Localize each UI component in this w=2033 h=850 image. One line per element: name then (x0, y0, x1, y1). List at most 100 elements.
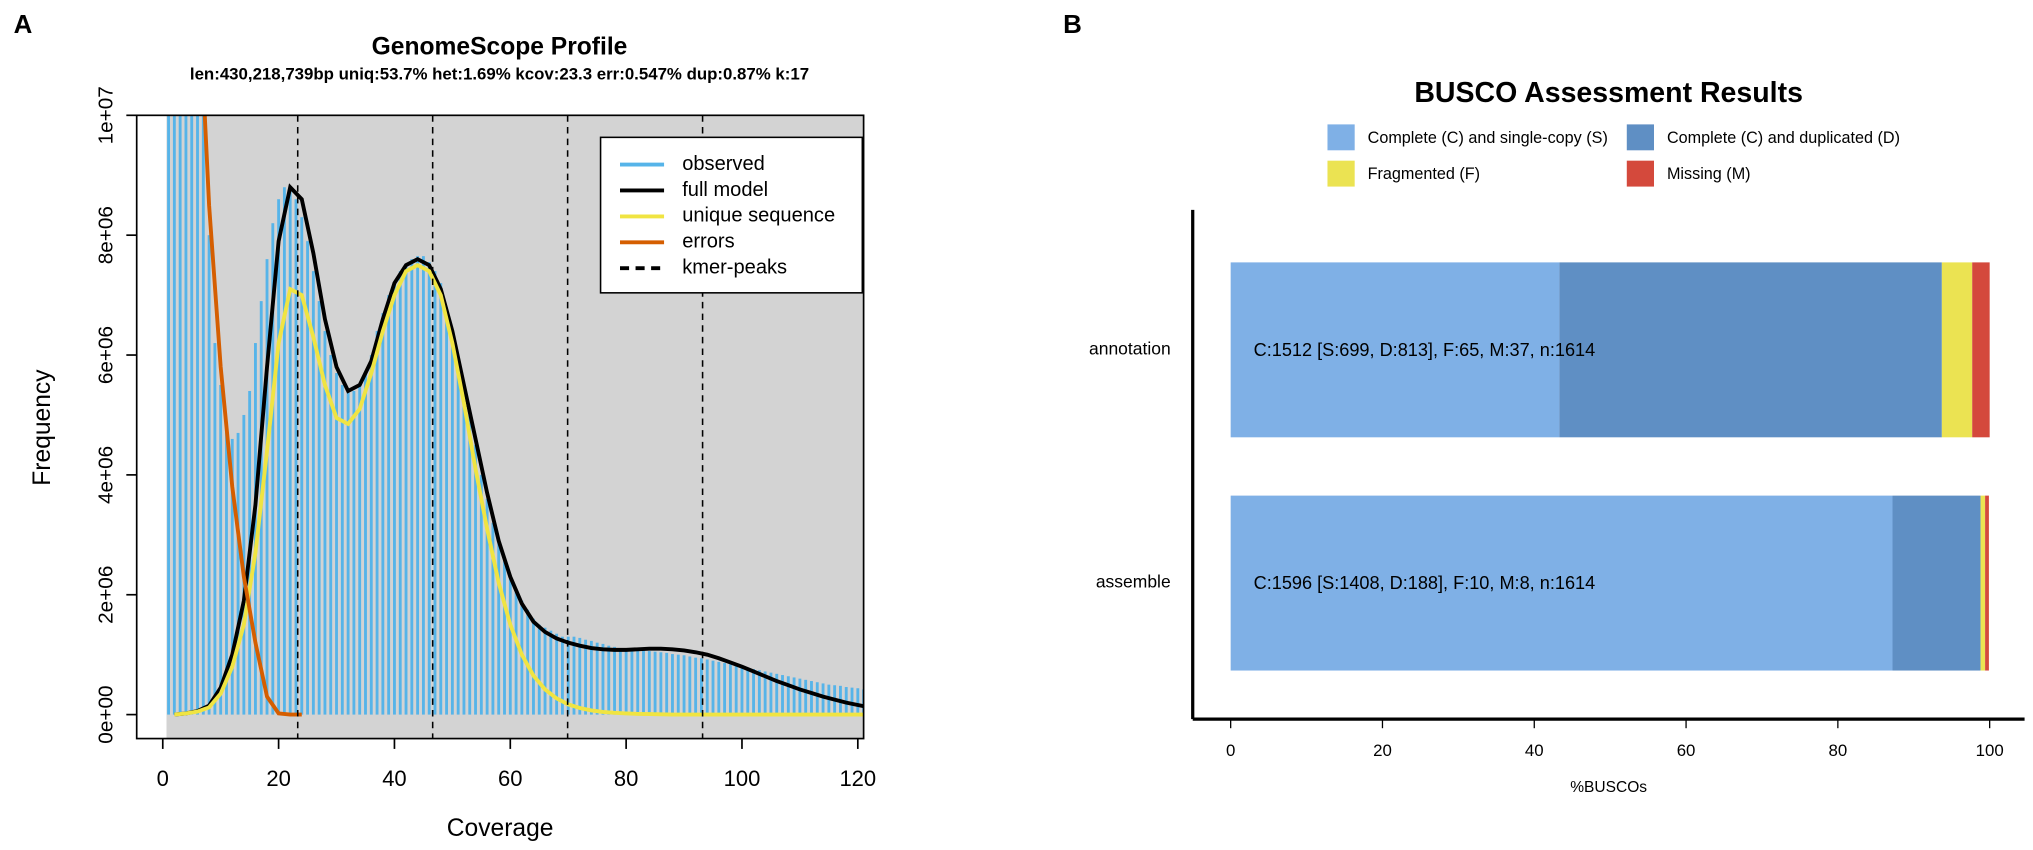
histogram-bar (636, 649, 640, 715)
histogram-bar (340, 384, 344, 715)
histogram-bar (757, 670, 761, 715)
histogram-bar (196, 115, 199, 715)
panel-label: A (14, 11, 33, 39)
histogram-bar (717, 661, 721, 715)
histogram-bar (184, 115, 188, 715)
histogram-bar (700, 658, 703, 715)
histogram-bar (456, 361, 460, 715)
histogram-bar (172, 115, 176, 715)
y-tick-label: 8e+06 (94, 206, 117, 264)
category-label: annotation (1089, 338, 1171, 358)
histogram-bar (213, 343, 217, 715)
legend-label: full model (682, 179, 768, 201)
histogram-bar (306, 241, 309, 715)
histogram-bar (786, 676, 790, 715)
histogram-bar (752, 669, 755, 715)
legend-label: observed (682, 153, 765, 175)
histogram-bar (769, 672, 773, 715)
histogram-bar (688, 656, 692, 715)
bar-segment (1972, 262, 1990, 438)
model-line (174, 183, 864, 717)
histogram-bar (746, 667, 750, 715)
histogram-bar (734, 665, 738, 715)
histogram-bar (624, 648, 628, 715)
histogram-bar (219, 384, 223, 715)
x-tick-label: 60 (1677, 741, 1696, 760)
histogram-bar (485, 498, 489, 715)
histogram-bar (560, 636, 564, 715)
histogram-bar (537, 624, 541, 715)
x-tick-label: 100 (724, 766, 761, 791)
histogram-bar (503, 558, 506, 715)
histogram-bar (311, 271, 315, 715)
histogram-bar (358, 384, 362, 715)
model-line (202, 115, 302, 717)
legend-label: Complete (C) and duplicated (D) (1667, 129, 1900, 147)
model-line (174, 262, 864, 717)
histogram-bar (230, 438, 234, 715)
histogram-bar (694, 657, 698, 715)
histogram-bar (659, 652, 663, 715)
histogram-bar (178, 115, 182, 715)
chart-subtitle: len:430,218,739bp uniq:53.7% het:1.69% k… (190, 65, 809, 84)
histogram-bar (508, 576, 512, 715)
histogram-bar (676, 654, 680, 715)
histogram-bar (201, 115, 205, 715)
histogram-bar (167, 115, 170, 715)
histogram-bar (491, 522, 495, 715)
plot-frame (135, 114, 865, 740)
category-label: assemble (1096, 572, 1171, 592)
histogram-bar (288, 187, 292, 715)
histogram-bar (387, 295, 391, 715)
histogram-bar (613, 646, 616, 715)
histogram-bar (810, 681, 813, 715)
x-tick-label: 120 (839, 766, 876, 791)
histogram-bar (271, 223, 275, 715)
histogram-bar (589, 640, 593, 715)
histogram-bar (647, 651, 651, 715)
histogram-bar (433, 271, 437, 715)
histogram-bar (630, 649, 634, 715)
histogram-bar (821, 683, 825, 715)
histogram-bar (416, 256, 420, 715)
legend-label: Fragmented (F) (1368, 165, 1480, 183)
histogram-bar (254, 343, 257, 715)
histogram-bar (225, 426, 228, 715)
legend-label: unique sequence (682, 205, 835, 227)
y-tick-label: 4e+06 (94, 446, 117, 504)
histogram-bar (850, 687, 854, 715)
legend-swatch (1327, 124, 1355, 151)
x-tick-label: 80 (1829, 741, 1848, 760)
y-axis-label: Frequency (29, 369, 56, 486)
histogram-bar (323, 331, 327, 715)
histogram-bar (450, 331, 454, 715)
histogram-bar (317, 301, 321, 715)
histogram-bar (607, 645, 611, 715)
chart-title: GenomeScope Profile (372, 33, 628, 60)
x-tick-label: 0 (157, 766, 169, 791)
histogram-bar (439, 283, 443, 715)
histogram-bar (595, 642, 599, 715)
histogram-bar (468, 414, 472, 715)
legend-swatch (1626, 160, 1654, 187)
bar-label: C:1596 [S:1408, D:188], F:10, M:8, n:161… (1254, 573, 1596, 593)
histogram-bar (329, 355, 333, 715)
histogram-bar (479, 474, 483, 715)
x-tick-label: 20 (266, 766, 291, 791)
legend-swatch (1626, 124, 1654, 151)
histogram-bar (445, 307, 448, 715)
bar-segment (1985, 495, 1989, 671)
histogram-bar (346, 390, 350, 715)
bar-segment (1941, 262, 1973, 438)
histogram-bar (763, 671, 767, 715)
x-tick-label: 0 (1226, 741, 1235, 760)
histogram-bar (364, 373, 367, 715)
x-tick-label: 100 (1976, 741, 2004, 760)
histogram-bar (277, 199, 281, 715)
histogram-bar (369, 355, 373, 715)
histogram-bar (352, 390, 356, 715)
x-tick-label: 40 (382, 766, 407, 791)
histogram-bar (514, 588, 518, 715)
histogram-bar (781, 675, 784, 715)
